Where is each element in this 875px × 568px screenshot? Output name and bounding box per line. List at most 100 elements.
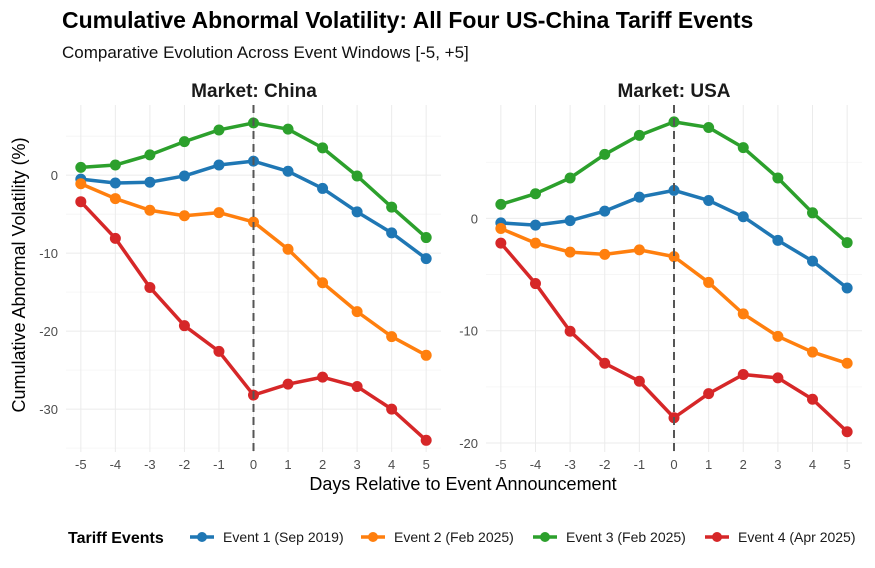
data-point (529, 237, 541, 249)
y-tick-label: 0 (51, 168, 58, 183)
legend-item: Event 3 (Feb 2025) (533, 529, 686, 545)
data-point (807, 393, 819, 405)
data-point (144, 149, 156, 161)
x-tick-label: 3 (353, 457, 360, 472)
legend-label: Event 2 (Feb 2025) (394, 529, 514, 545)
y-tick-label: -20 (39, 324, 58, 339)
x-tick-label: -2 (599, 457, 611, 472)
series-event-2-feb-2025 (495, 223, 853, 369)
x-tick-label: 1 (284, 457, 291, 472)
x-tick-label: 0 (250, 457, 257, 472)
x-tick-label: -1 (213, 457, 225, 472)
data-point (737, 308, 749, 320)
data-point (564, 246, 576, 258)
data-point (772, 372, 784, 384)
data-point (213, 345, 225, 357)
data-point (807, 255, 819, 267)
data-point (317, 182, 329, 194)
data-point (737, 369, 749, 381)
data-point (420, 434, 432, 446)
y-tick-label: -10 (39, 246, 58, 261)
legend-title: Tariff Events (68, 530, 164, 547)
data-point (807, 346, 819, 358)
x-tick-label: -4 (530, 457, 542, 472)
data-point (178, 320, 190, 332)
data-point (109, 232, 121, 244)
data-point (841, 237, 853, 249)
data-point (178, 136, 190, 148)
data-point (351, 380, 363, 392)
data-point (109, 159, 121, 171)
data-point (495, 223, 507, 235)
data-point (633, 244, 645, 256)
data-point (841, 426, 853, 438)
x-tick-label: 1 (705, 457, 712, 472)
data-point (213, 207, 225, 219)
series-event-2-feb-2025 (75, 178, 432, 361)
data-point (633, 375, 645, 387)
data-point (564, 325, 576, 337)
data-point (529, 219, 541, 231)
y-tick-label: 0 (471, 211, 478, 226)
data-point (75, 178, 87, 190)
data-point (737, 211, 749, 223)
legend-label: Event 3 (Feb 2025) (566, 529, 686, 545)
legend: Tariff Events Event 1 (Sep 2019) Event 2 … (68, 529, 856, 547)
data-point (75, 196, 87, 208)
data-point (386, 201, 398, 213)
x-axis-title: Days Relative to Event Announcement (309, 474, 616, 494)
legend-label: Event 1 (Sep 2019) (223, 529, 344, 545)
data-point (599, 357, 611, 369)
data-point (772, 234, 784, 246)
data-point (495, 198, 507, 210)
legend-swatch-point (712, 532, 722, 542)
data-point (668, 251, 680, 263)
data-point (248, 216, 259, 228)
x-tick-label: 0 (670, 457, 677, 472)
data-point (386, 227, 398, 239)
x-tick-label: 3 (774, 457, 781, 472)
data-point (772, 172, 784, 184)
data-point (807, 207, 819, 219)
data-point (109, 193, 121, 205)
panel-title-usa: Market: USA (618, 81, 731, 102)
data-point (772, 330, 784, 342)
panel-title-china: Market: China (191, 81, 317, 102)
data-point (282, 243, 294, 255)
chart-subtitle: Comparative Evolution Across Event Windo… (62, 43, 469, 62)
panel-usa: Market: USA 0-10-20-5 -4 -3 -2 -1 0 1 2 3 4 5 (459, 81, 862, 472)
x-tick-label: -2 (179, 457, 191, 472)
data-point (178, 210, 190, 222)
y-tick-label: -30 (39, 402, 58, 417)
data-point (633, 129, 645, 141)
data-point (386, 403, 398, 415)
data-point (144, 176, 156, 188)
data-point (420, 349, 432, 361)
data-point (703, 388, 715, 400)
data-point (599, 248, 611, 260)
data-point (841, 357, 853, 369)
data-point (703, 121, 715, 133)
x-tick-label: -5 (75, 457, 87, 472)
data-point (351, 306, 363, 318)
y-tick-label: -10 (459, 324, 478, 339)
data-point (178, 170, 190, 182)
data-point (703, 276, 715, 288)
data-point (495, 237, 507, 249)
data-point (841, 282, 853, 294)
x-tick-label: 5 (423, 457, 430, 472)
legend-swatch-point (197, 532, 207, 542)
data-point (75, 161, 87, 173)
x-tick-label: -1 (634, 457, 646, 472)
legend-item: Event 2 (Feb 2025) (361, 529, 514, 545)
legend-item: Event 1 (Sep 2019) (190, 529, 344, 545)
x-tick-label: 4 (388, 457, 395, 472)
data-point (564, 172, 576, 184)
chart-title: Cumulative Abnormal Volatility: All Four… (62, 7, 753, 33)
data-point (282, 165, 294, 177)
data-point (213, 159, 225, 171)
data-point (317, 142, 329, 154)
data-point (317, 277, 329, 289)
data-point (633, 191, 645, 203)
data-point (529, 188, 541, 200)
